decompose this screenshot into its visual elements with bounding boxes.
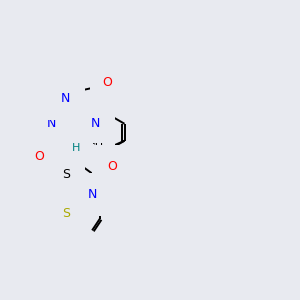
Text: H: H: [100, 71, 109, 81]
Text: N: N: [87, 188, 97, 201]
Text: O: O: [34, 150, 44, 164]
Text: N: N: [91, 117, 100, 130]
Text: CH₃: CH₃: [88, 143, 108, 153]
Text: O: O: [103, 76, 112, 89]
Text: H: H: [72, 143, 80, 153]
Text: N: N: [61, 92, 70, 105]
Text: N: N: [61, 109, 70, 122]
Text: O: O: [107, 160, 117, 173]
Text: S: S: [62, 168, 70, 181]
Text: S: S: [62, 207, 70, 220]
Text: N: N: [46, 117, 56, 130]
